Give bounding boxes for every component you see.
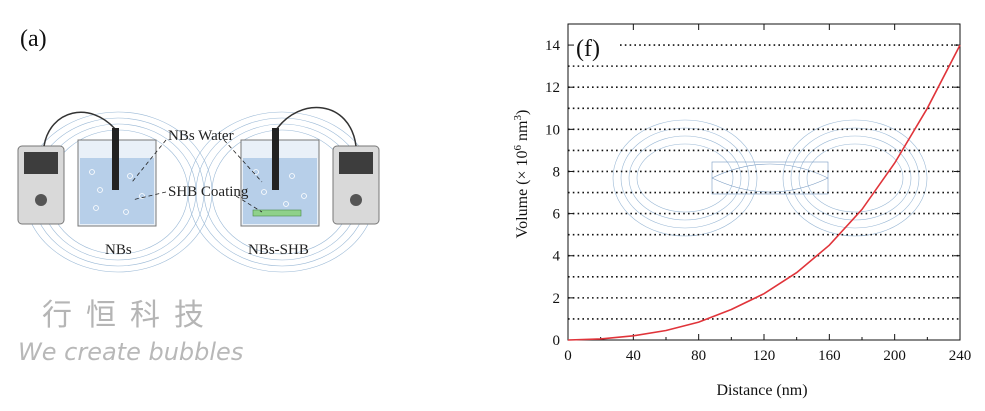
- dotted-guide-lines: [568, 44, 960, 320]
- x-tick-label: 0: [564, 348, 572, 364]
- y-axis-label: Volume (× 106 nm3): [512, 110, 531, 239]
- watermark-chinese: 行恒科技: [42, 298, 218, 333]
- x-tick-label: 240: [949, 348, 972, 364]
- y-tick-label: 2: [553, 291, 561, 307]
- x-tick-label: 160: [818, 348, 841, 364]
- plot-frame: [567, 23, 961, 341]
- panel-f-label: (f): [576, 36, 600, 62]
- apparatus-illustration: [17, 106, 380, 273]
- volume-chart: 0 40 80 120 160 200 240 0 2 4 6 8 10 12 14 (f) Distan…: [512, 23, 971, 399]
- panel-a: (a): [17, 26, 380, 366]
- series-line: [567, 44, 961, 341]
- x-tick-label: 40: [626, 348, 641, 364]
- y-tick-label: 8: [553, 164, 561, 180]
- y-tick-label: 0: [553, 333, 561, 349]
- callout-shb-coating: SHB Coating: [168, 184, 249, 200]
- panel-a-label: (a): [20, 26, 47, 52]
- x-tick-label: 80: [691, 348, 706, 364]
- y-tick-label: 6: [553, 207, 561, 223]
- axes: [567, 23, 961, 341]
- beaker-left-label: NBs: [105, 242, 132, 258]
- beaker-right: [240, 128, 320, 227]
- x-tick-label: 120: [753, 348, 776, 364]
- x-axis-label: Distance (nm): [716, 382, 807, 399]
- watermark-english: We create bubbles: [18, 338, 244, 366]
- callout-nbs-water: NBs Water: [168, 128, 234, 144]
- y-tick-label: 12: [545, 80, 560, 96]
- y-ticks: 0 2 4 6 8 10 12 14: [545, 38, 960, 349]
- x-tick-label: 200: [883, 348, 906, 364]
- y-tick-label: 10: [545, 122, 560, 138]
- inset-field-diagram: [612, 119, 928, 237]
- x-ticks: 0 40 80 120 160 200 240: [564, 24, 971, 364]
- meter-left: [17, 145, 65, 225]
- y-tick-label: 14: [545, 38, 561, 54]
- series: [567, 44, 961, 341]
- beaker-left: [77, 128, 157, 227]
- bubbles: [89, 169, 307, 215]
- beaker-right-label: NBs-SHB: [248, 242, 309, 258]
- y-tick-label: 4: [553, 249, 561, 265]
- meter-right: [332, 145, 380, 225]
